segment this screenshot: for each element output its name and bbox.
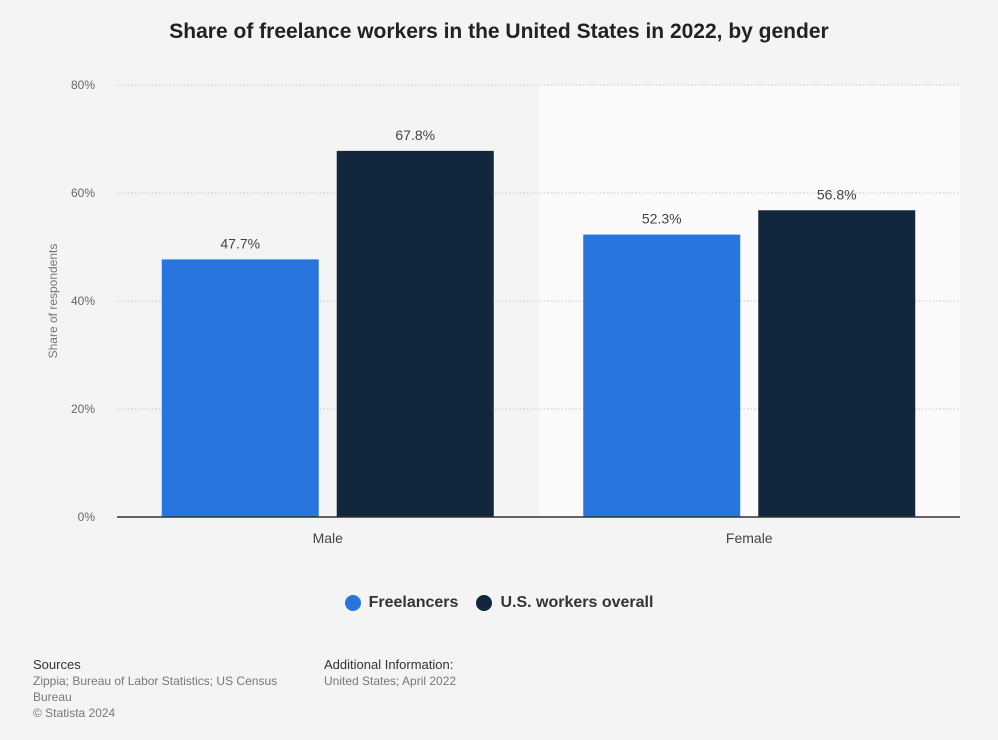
chart-title: Share of freelance workers in the United… [169, 20, 829, 43]
legend-label-freelancers: Freelancers [368, 594, 459, 611]
y-tick-label: 60% [71, 186, 95, 200]
y-tick-label: 20% [71, 402, 95, 416]
legend-swatch-us-workers [476, 595, 493, 611]
legend: Freelancers U.S. workers overall [0, 594, 998, 612]
y-tick-label: 40% [71, 294, 95, 308]
sources-title: Sources [33, 657, 81, 672]
bar-chart: 0% 20% 40% 60% 80% Share of respondents 47.7% 6… [46, 78, 960, 546]
bar-male-0 [161, 259, 319, 517]
y-tick-label: 80% [71, 78, 95, 92]
legend-item-freelancers[interactable]: Freelancers [344, 594, 459, 612]
legend-swatch-freelancers [344, 595, 361, 611]
x-tick-label: Male [313, 530, 344, 546]
sources-text: Zippia; Bureau of Labor Statistics; US C… [33, 674, 278, 704]
bar-female-0 [583, 234, 741, 517]
sources-block: Sources Zippia; Bureau of Labor Statisti… [33, 657, 293, 721]
data-label: 67.8% [395, 127, 435, 143]
y-axis-label: Share of respondents [46, 244, 60, 359]
legend-label-us-workers: U.S. workers overall [500, 594, 654, 611]
data-label: 52.3% [642, 211, 682, 227]
bar-male-1 [336, 150, 494, 517]
copyright: © Statista 2024 [33, 706, 116, 720]
additional-info-block: Additional Information: United States; A… [324, 657, 584, 689]
data-label: 47.7% [220, 235, 260, 251]
x-tick-label: Female [726, 530, 773, 546]
data-label: 56.8% [817, 186, 857, 202]
additional-info-title: Additional Information: [324, 657, 454, 672]
legend-item-us-workers[interactable]: U.S. workers overall [476, 594, 653, 612]
bar-female-1 [758, 210, 916, 517]
y-tick-label: 0% [78, 510, 96, 524]
additional-info-text: United States; April 2022 [324, 674, 457, 688]
